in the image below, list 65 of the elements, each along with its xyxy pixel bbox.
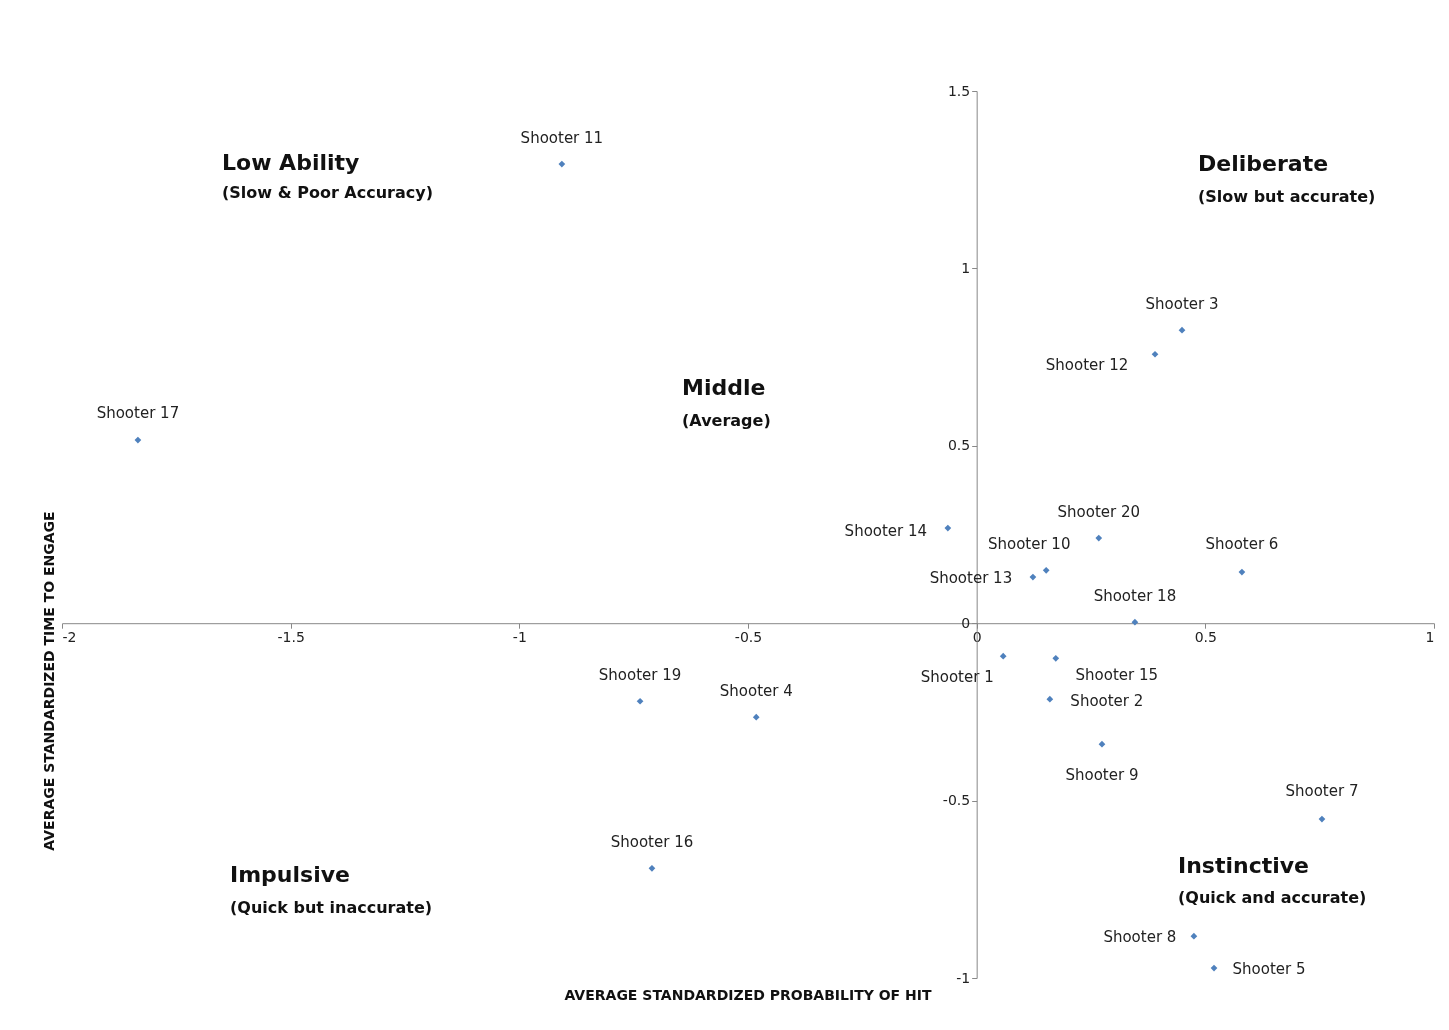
y-tick-label: 0 <box>961 614 971 631</box>
annotation: Middle <box>682 375 766 400</box>
annotation: Deliberate <box>1198 151 1329 176</box>
y-tick-label: -0.5 <box>942 792 971 809</box>
point <box>1029 573 1037 581</box>
data-label: Shooter 15 <box>1075 666 1159 685</box>
data-label: Shooter 7 <box>1285 782 1359 801</box>
x-tick-label: 1 <box>1425 628 1435 645</box>
y-tick-label: 1.5 <box>947 82 971 99</box>
annotation: Instinctive <box>1178 853 1310 878</box>
point <box>1318 815 1326 823</box>
data-label: Shooter 12 <box>1045 356 1129 375</box>
point <box>1042 566 1050 574</box>
point <box>636 697 644 705</box>
x-tick-label: 0 <box>972 628 982 645</box>
data-label: Shooter 9 <box>1065 766 1139 785</box>
data-label: Shooter 2 <box>1070 692 1144 711</box>
data-label: Shooter 5 <box>1232 960 1306 979</box>
data-label: Shooter 17 <box>96 404 180 423</box>
point <box>1190 932 1198 940</box>
point <box>1095 534 1103 542</box>
point <box>1238 568 1246 576</box>
data-label: Shooter 8 <box>1103 928 1177 947</box>
y-tick-label: -1 <box>956 969 971 986</box>
data-label: Shooter 6 <box>1205 535 1279 554</box>
data-label: Shooter 3 <box>1145 295 1219 314</box>
data-label: Shooter 1 <box>920 668 994 687</box>
point <box>1131 618 1139 626</box>
point <box>1178 326 1186 334</box>
point <box>944 524 952 532</box>
point <box>1052 654 1060 662</box>
annotation: (Slow but accurate) <box>1198 187 1376 206</box>
data-label: Shooter 14 <box>844 522 928 541</box>
data-label: Shooter 13 <box>929 569 1013 588</box>
point <box>1046 695 1054 703</box>
data-label: Shooter 4 <box>719 682 793 701</box>
point <box>648 865 656 872</box>
data-label: Shooter 18 <box>1093 587 1177 606</box>
data-label: Shooter 10 <box>987 535 1071 554</box>
point <box>1098 740 1106 748</box>
annotation: Low Ability <box>222 150 360 175</box>
x-tick-label: -0.5 <box>734 628 763 645</box>
annotation: (Quick and accurate) <box>1178 888 1367 907</box>
annotation: Impulsive <box>230 862 350 887</box>
x-tick-label: -1.5 <box>277 628 305 645</box>
point <box>134 436 142 444</box>
point <box>1151 350 1159 358</box>
y-tick-label: 0.5 <box>947 437 971 454</box>
x-axis-title: AVERAGE STANDARDIZED PROBABILITY OF HIT <box>564 987 932 1003</box>
data-label: Shooter 16 <box>610 833 694 852</box>
annotation: (Average) <box>682 411 771 430</box>
data-label: Shooter 11 <box>520 129 604 148</box>
x-tick-label: -2 <box>62 628 77 645</box>
y-tick-label: 1 <box>961 259 971 276</box>
annotation: (Quick but inaccurate) <box>230 898 433 917</box>
annotation: (Slow & Poor Accuracy) <box>222 183 434 202</box>
point <box>1210 964 1218 972</box>
y-axis-title: AVERAGE STANDARDIZED TIME TO ENGAGE <box>41 511 57 851</box>
point <box>558 160 566 168</box>
point <box>752 713 760 721</box>
point <box>999 652 1007 660</box>
data-label: Shooter 19 <box>598 666 682 685</box>
x-tick-label: -1 <box>512 628 527 645</box>
data-label: Shooter 20 <box>1057 503 1141 522</box>
x-tick-label: 0.5 <box>1194 628 1217 645</box>
